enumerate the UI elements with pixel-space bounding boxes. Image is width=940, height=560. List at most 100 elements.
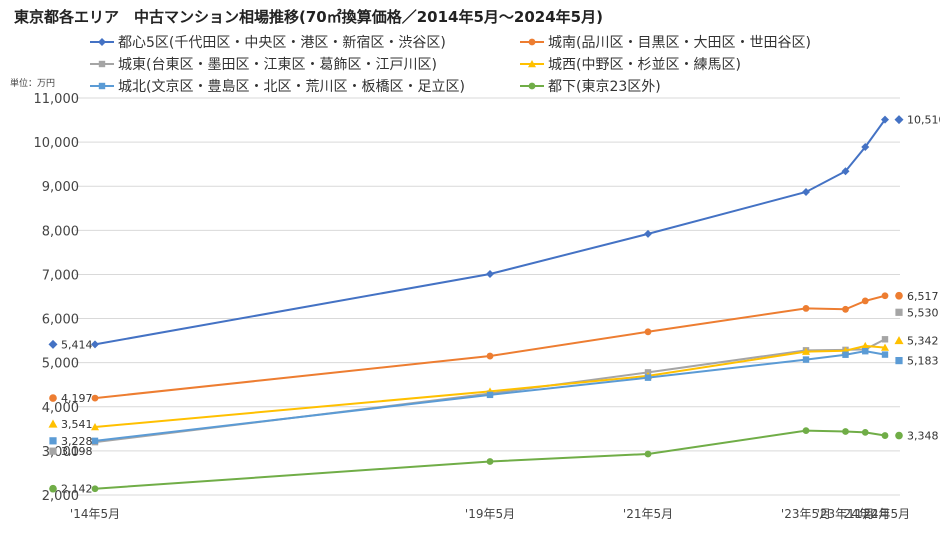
- legend-item: 都下(東京23区外): [520, 76, 661, 96]
- data-point: [644, 374, 652, 381]
- data-point: [842, 305, 849, 313]
- x-tick-label: '23年11月: [817, 507, 875, 521]
- end-label-marker: [895, 291, 903, 300]
- legend-label: 都心5区(千代田区・中央区・港区・新宿区・渋谷区): [118, 35, 446, 51]
- start-label-marker: [49, 394, 57, 402]
- legend-swatch-marker: [98, 38, 106, 46]
- x-tick-label: '24年2月: [840, 507, 890, 521]
- series-line: 5,414 10,510: [48, 114, 940, 351]
- start-label: 2,142: [61, 483, 93, 496]
- series-line: 4,197 6,517: [49, 290, 939, 405]
- legend-swatch: [520, 82, 544, 90]
- data-point: [644, 328, 652, 336]
- series-line: 2,142 3,348: [49, 427, 939, 496]
- y-tick-label: 6,000: [42, 313, 79, 328]
- legend-swatch-marker: [98, 82, 106, 90]
- data-point: [802, 347, 810, 355]
- legend-item: 城南(品川区・目黒区・大田区・世田谷区): [520, 32, 811, 52]
- data-point: [91, 485, 99, 493]
- end-label-marker: [895, 356, 903, 365]
- start-label-marker: [49, 437, 57, 445]
- data-point: [861, 341, 870, 350]
- data-point: [842, 428, 849, 435]
- y-tick-label: 7,000: [42, 268, 79, 283]
- data-point: [802, 427, 810, 434]
- legend-label: 城西(中野区・杉並区・練馬区): [548, 57, 741, 73]
- chart-title: 東京都各エリア 中古マンション相場推移(70㎡換算価格／2014年5月～2024…: [14, 8, 603, 26]
- legend-swatch-marker: [98, 60, 106, 68]
- end-label-marker: [895, 431, 903, 440]
- legend-item: 都心5区(千代田区・中央区・港区・新宿区・渋谷区): [90, 32, 446, 52]
- x-tick-label: '23年5月: [781, 507, 831, 521]
- end-label-marker: [895, 308, 903, 316]
- start-label-marker: [48, 419, 58, 428]
- data-point: [91, 437, 99, 445]
- y-tick-label: 11,000: [34, 92, 80, 107]
- start-label-marker: [49, 484, 57, 493]
- legend-item: 城北(文京区・豊島区・北区・荒川区・板橋区・足立区): [90, 76, 465, 96]
- legend-item: 城西(中野区・杉並区・練馬区): [520, 54, 741, 74]
- data-point: [842, 351, 849, 358]
- data-point: [486, 270, 494, 279]
- data-point: [91, 394, 99, 402]
- data-point: [644, 450, 652, 458]
- legend-swatch: [520, 60, 544, 68]
- data-point: [486, 352, 494, 360]
- start-label: 3,228: [61, 435, 93, 448]
- x-tick-label: '19年5月: [465, 507, 515, 521]
- end-label: 3,348: [907, 430, 939, 443]
- legend-label: 都下(東京23区外): [548, 79, 661, 95]
- legend-swatch-marker: [528, 82, 536, 90]
- start-label: 3,198: [61, 445, 93, 458]
- data-point: [486, 391, 494, 399]
- legend-item: 城東(台東区・墨田区・江東区・葛飾区・江戸川区): [90, 54, 437, 74]
- end-label: 6,517: [907, 290, 939, 303]
- legend-label: 城北(文京区・豊島区・北区・荒川区・板橋区・足立区): [118, 79, 465, 95]
- series-path: [94, 119, 886, 346]
- data-point: [861, 297, 869, 305]
- series-path: [94, 294, 886, 400]
- end-label: 5,183: [907, 355, 939, 368]
- x-tick-label: '21年5月: [623, 507, 673, 521]
- data-point: [862, 347, 869, 355]
- legend-swatch: [90, 82, 114, 90]
- unit-label: 単位：万円: [10, 79, 56, 89]
- start-label-marker: [48, 339, 58, 349]
- x-tick-label: '24年5月: [860, 507, 910, 521]
- legend-label: 城東(台東区・墨田区・江東区・葛飾区・江戸川区): [118, 57, 437, 73]
- data-point: [881, 292, 889, 300]
- data-point: [861, 142, 870, 151]
- data-point: [802, 356, 810, 363]
- y-tick-label: 4,000: [42, 401, 79, 416]
- y-tick-label: 10,000: [34, 136, 80, 151]
- data-point: [881, 343, 889, 351]
- data-point: [841, 167, 850, 176]
- legend-label: 城南(品川区・目黒区・大田区・世田谷区): [548, 35, 811, 51]
- legend-swatch: [90, 60, 114, 68]
- legend-swatch: [520, 38, 544, 46]
- data-point: [91, 340, 99, 349]
- legend-swatch-marker: [528, 38, 536, 46]
- data-point: [802, 305, 810, 312]
- start-label-marker: [49, 447, 57, 455]
- y-tick-label: 9,000: [42, 180, 79, 195]
- series-line: 3,228 5,183: [49, 347, 939, 448]
- legend-swatch: [90, 38, 114, 46]
- data-point: [644, 229, 652, 238]
- data-point: [881, 115, 889, 124]
- data-point: [486, 458, 494, 465]
- data-point: [802, 187, 810, 196]
- y-tick-label: 2,000: [42, 489, 79, 504]
- x-tick-label: '14年5月: [70, 507, 120, 521]
- y-tick-label: 5,000: [42, 357, 79, 372]
- end-label: 5,530: [907, 306, 939, 319]
- end-label-marker: [894, 115, 904, 125]
- start-label: 4,197: [61, 392, 93, 405]
- data-point: [881, 432, 889, 439]
- start-label: 5,414: [61, 338, 93, 351]
- start-label: 3,541: [61, 418, 93, 431]
- legend-swatch-marker: [528, 60, 536, 68]
- data-point: [881, 336, 889, 343]
